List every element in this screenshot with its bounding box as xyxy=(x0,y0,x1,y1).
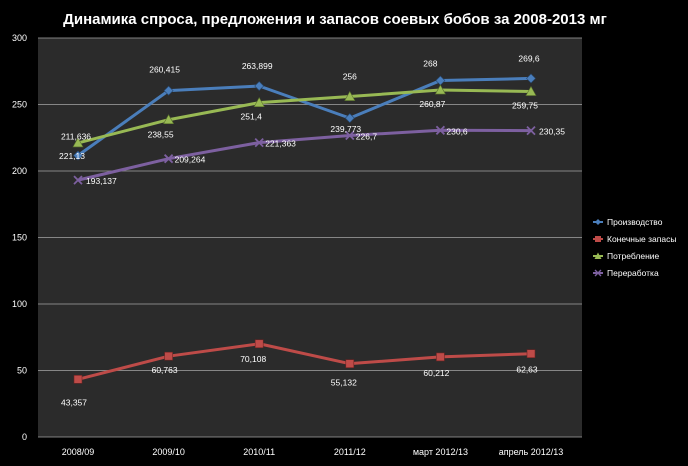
y-axis: 0 50 100 150 200 250 300 xyxy=(12,33,27,442)
legend-marker xyxy=(594,269,602,277)
data-label: 60,763 xyxy=(152,365,178,375)
data-label: 221,363 xyxy=(265,139,296,149)
legend-marker xyxy=(595,219,601,225)
series-line xyxy=(77,76,532,157)
data-point xyxy=(73,175,83,185)
data-point xyxy=(254,339,264,349)
data-point xyxy=(436,352,445,362)
data-label: 260,415 xyxy=(149,65,180,75)
legend-label: Переработка xyxy=(607,268,659,278)
series-1 xyxy=(73,73,536,161)
data-point xyxy=(526,125,536,136)
data-labels: 211,636 260,415 263,899 239,773 268 269,6 43,3… xyxy=(59,53,565,407)
data-label: 251,4 xyxy=(241,112,263,122)
x-tick-label: апрель 2012/13 xyxy=(499,447,564,457)
legend-marker xyxy=(595,236,601,242)
data-label: 209,264 xyxy=(175,155,206,165)
data-label: 70,108 xyxy=(240,354,266,364)
legend-item: Конечные запасы xyxy=(593,234,676,244)
data-point xyxy=(344,90,356,101)
data-point xyxy=(345,359,355,368)
data-label: 260,87 xyxy=(419,99,445,109)
y-tick-label: 300 xyxy=(12,33,27,43)
y-tick-label: 100 xyxy=(12,299,27,309)
data-label: 256 xyxy=(343,72,357,82)
data-point xyxy=(163,85,174,96)
legend-item: Потребление xyxy=(593,251,660,261)
data-point xyxy=(163,114,175,125)
data-label: 263,899 xyxy=(242,61,273,71)
data-point xyxy=(526,73,536,84)
data-point xyxy=(254,81,265,91)
x-tick-label: 2008/09 xyxy=(62,447,95,457)
legend-label: Производство xyxy=(607,217,663,227)
chart-title: Динамика спроса, предложения и запасов с… xyxy=(63,11,607,28)
data-label: 230,35 xyxy=(539,127,565,137)
data-point xyxy=(434,84,446,95)
x-axis: 2008/09 2009/10 2010/11 2011/12 март 2012/13… xyxy=(38,436,582,457)
y-tick-label: 250 xyxy=(12,100,27,110)
y-tick-label: 0 xyxy=(22,432,27,442)
x-tick-label: 2009/10 xyxy=(152,447,185,457)
x-tick-label: 2011/12 xyxy=(334,447,366,457)
gridlines xyxy=(38,37,582,371)
legend-label: Конечные запасы xyxy=(607,234,676,244)
y-tick-label: 50 xyxy=(17,366,27,376)
legend-label: Потребление xyxy=(607,251,660,261)
series-4 xyxy=(73,125,536,185)
x-tick-label: 2010/11 xyxy=(243,447,275,457)
y-tick-label: 200 xyxy=(12,166,27,176)
data-label: 230,6 xyxy=(446,126,468,136)
x-tick-label: март 2012/13 xyxy=(413,447,468,457)
legend-item: Производство xyxy=(593,217,663,227)
data-point xyxy=(72,137,84,148)
data-label: 60,212 xyxy=(423,368,449,378)
series-2 xyxy=(73,339,536,384)
data-label: 43,357 xyxy=(61,397,87,407)
data-label: 55,132 xyxy=(331,378,357,388)
data-point xyxy=(435,125,446,135)
data-label: 268 xyxy=(423,59,437,69)
data-point xyxy=(525,85,537,96)
legend-marker xyxy=(594,252,602,259)
data-point xyxy=(73,375,83,384)
data-point xyxy=(164,351,173,361)
data-point xyxy=(73,150,83,161)
series-line xyxy=(77,342,532,381)
data-point xyxy=(526,349,536,359)
series-line xyxy=(77,88,532,145)
data-point xyxy=(253,97,265,107)
data-label: 62,63 xyxy=(516,365,538,375)
data-label: 211,636 xyxy=(61,132,91,142)
series-layer xyxy=(72,73,537,384)
legend-item: Переработка xyxy=(593,268,659,278)
y-tick-label: 150 xyxy=(12,233,27,243)
data-point xyxy=(254,137,264,148)
legend: Производство Конечные запасы Потребление Пе… xyxy=(593,217,676,278)
series-3 xyxy=(72,84,537,148)
data-point xyxy=(344,113,355,124)
data-label: 238,55 xyxy=(148,130,174,140)
data-label: 259,75 xyxy=(512,101,538,111)
data-label: 226,7 xyxy=(356,131,378,141)
data-label: 193,137 xyxy=(86,176,117,186)
data-point xyxy=(163,154,174,164)
data-label: 269,6 xyxy=(518,53,540,63)
data-label: 221,13 xyxy=(59,151,85,161)
series-line xyxy=(77,128,532,182)
data-point xyxy=(345,130,355,141)
data-label: 239,773 xyxy=(330,124,361,134)
